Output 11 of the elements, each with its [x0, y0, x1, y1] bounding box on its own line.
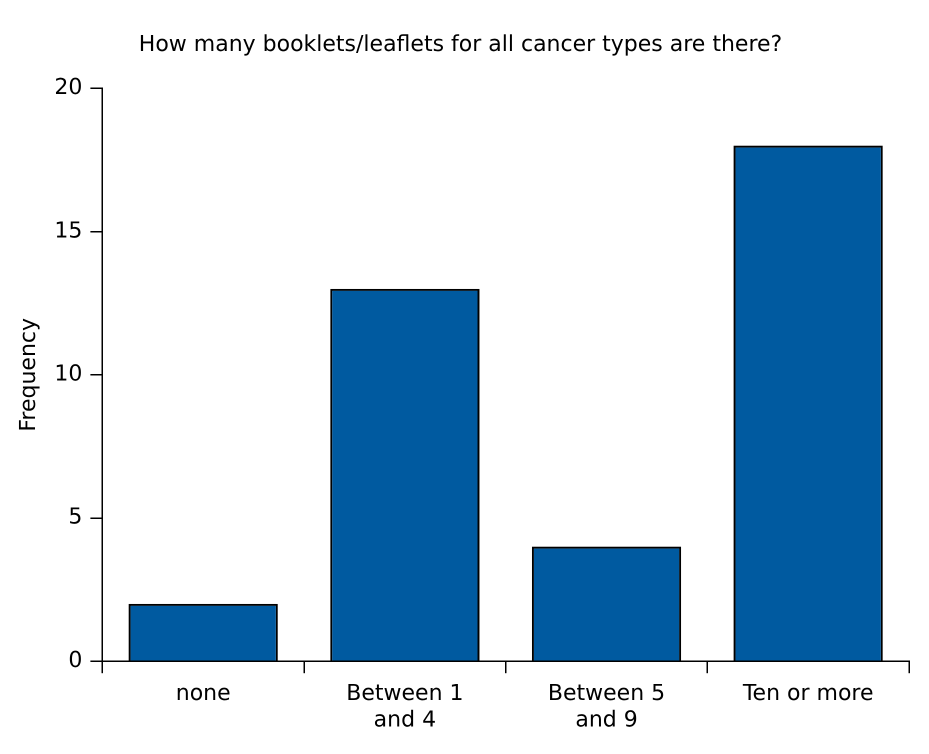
x-tick-label: none: [176, 681, 231, 706]
x-tick-label: Between 5 and 9: [548, 681, 666, 733]
y-tick-label: 20: [54, 75, 82, 100]
y-axis-title: Frequency: [16, 318, 41, 432]
chart-title: How many booklets/leaflets for all cancer types are there?: [138, 32, 782, 57]
x-tick-label: Between 1 and 4: [346, 681, 464, 733]
y-tick-label: 0: [68, 648, 82, 673]
x-tick-label: Ten or more: [742, 681, 874, 706]
y-tick-label: 10: [54, 362, 82, 387]
y-tick-label: 5: [68, 504, 82, 530]
y-tick-label: 15: [54, 218, 82, 244]
